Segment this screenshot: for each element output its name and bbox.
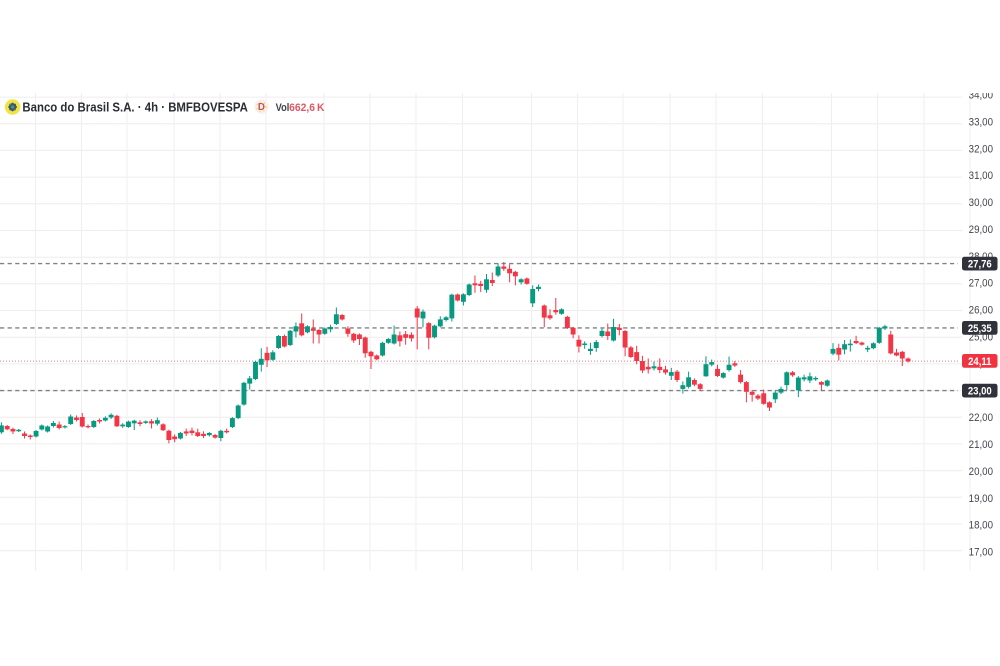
svg-text:32,00: 32,00 — [969, 144, 994, 156]
svg-text:D: D — [258, 102, 265, 113]
svg-text:23,00: 23,00 — [968, 386, 992, 398]
svg-text:Vol: Vol — [276, 102, 290, 114]
svg-text:31,00: 31,00 — [969, 171, 994, 183]
svg-text:29,00: 29,00 — [969, 225, 994, 237]
svg-text:17,00: 17,00 — [969, 547, 994, 559]
svg-text:27,00: 27,00 — [969, 278, 994, 290]
svg-text:Banco do Brasil S.A. · 4h · BM: Banco do Brasil S.A. · 4h · BMFBOVESPA — [22, 100, 248, 115]
svg-text:19,00: 19,00 — [969, 493, 994, 505]
svg-text:30,00: 30,00 — [969, 198, 994, 210]
svg-text:25,35: 25,35 — [968, 323, 992, 335]
svg-text:22,00: 22,00 — [969, 413, 994, 425]
svg-text:21,00: 21,00 — [969, 440, 994, 452]
svg-text:18,00: 18,00 — [969, 520, 994, 532]
svg-text:34,00: 34,00 — [969, 90, 994, 102]
svg-text:24,11: 24,11 — [968, 356, 992, 368]
svg-text:27,76: 27,76 — [968, 259, 992, 271]
svg-text:33,00: 33,00 — [969, 117, 994, 129]
svg-text:662,6 K: 662,6 K — [289, 102, 325, 114]
svg-text:20,00: 20,00 — [969, 466, 994, 478]
svg-text:25,00: 25,00 — [969, 332, 994, 344]
svg-text:26,00: 26,00 — [969, 305, 994, 317]
